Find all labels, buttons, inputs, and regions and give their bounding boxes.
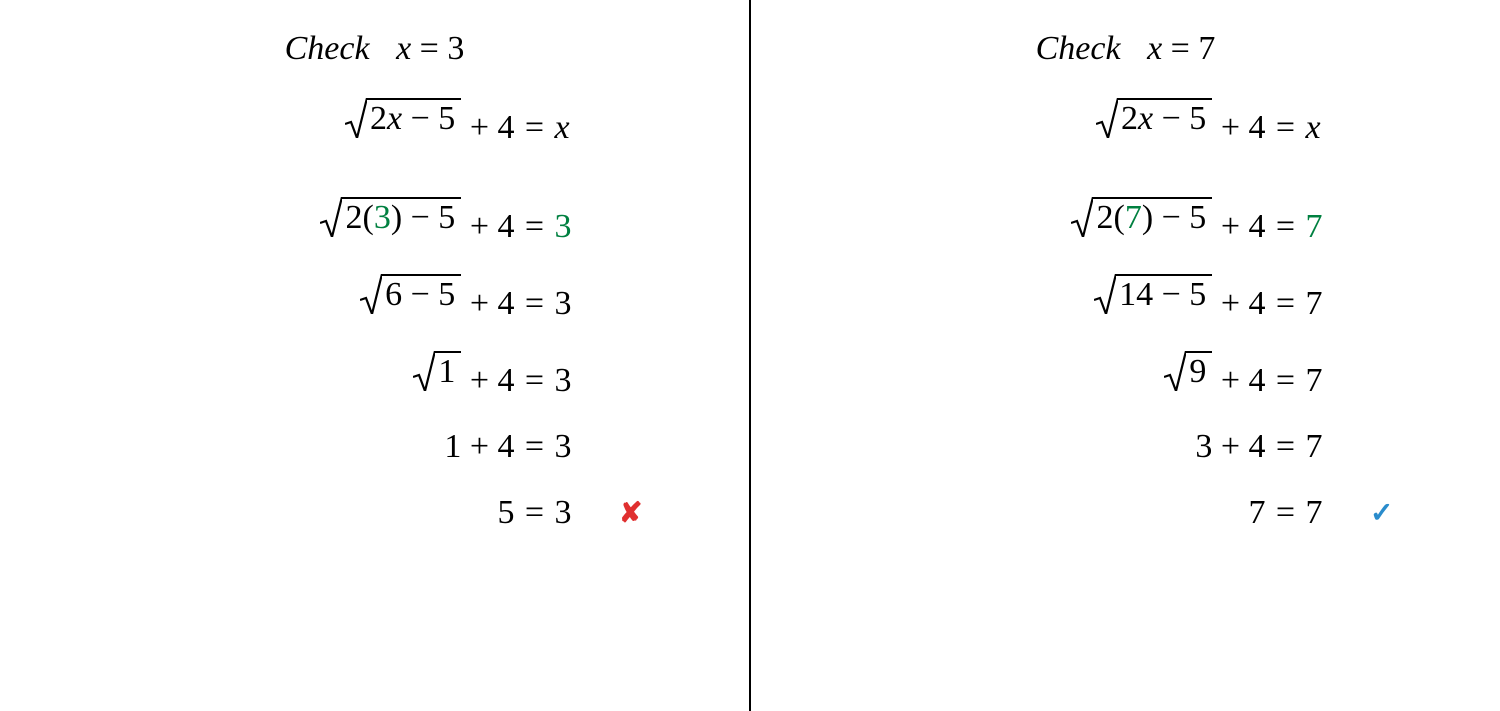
right-eq-step3: 9 + 4 = 7 [906,351,1346,400]
right-eq-original: 2x − 5 + 4 = x [906,98,1346,147]
right-panel: Check x = 7 2x − 5 + 4 = x 2(7) − [751,0,1500,711]
check-value: x = 7 [1147,30,1215,67]
sqrt-icon: 9 [1164,351,1212,391]
sqrt-icon: 14 − 5 [1094,274,1212,314]
right-equations: 2x − 5 + 4 = x 2(7) − 5 + 4 = 7 [906,98,1346,532]
left-eq-step3: 1 + 4 = 3 [155,351,595,400]
sqrt-icon: 1 [413,351,461,391]
left-eq-substitution: 2(3) − 5 + 4 = 3 [155,197,595,246]
right-heading: Check x = 7 [1036,30,1216,68]
check-value: x = 3 [396,30,464,67]
left-equations: 2x − 5 + 4 = x 2(3) − 5 + 4 = 3 [155,98,595,532]
left-eq-final: 5 = 3 ✘ [155,494,595,532]
check-label: Check [1036,30,1121,67]
sqrt-icon: 2(3) − 5 [320,197,461,237]
math-check-container: Check x = 3 2x − 5 + 4 = x 2(3) − [0,0,1500,711]
right-eq-final: 7 = 7 ✓ [906,494,1346,532]
right-eq-substitution: 2(7) − 5 + 4 = 7 [906,197,1346,246]
sqrt-icon: 6 − 5 [360,274,461,314]
left-eq-original: 2x − 5 + 4 = x [155,98,595,147]
left-eq-step4: 1 + 4 = 3 [155,428,595,466]
check-label: Check [285,30,370,67]
left-panel: Check x = 3 2x − 5 + 4 = x 2(3) − [0,0,749,711]
right-eq-step2: 14 − 5 + 4 = 7 [906,274,1346,323]
sqrt-icon: 2(7) − 5 [1071,197,1212,237]
left-heading: Check x = 3 [285,30,465,68]
check-icon: ✓ [1370,496,1393,530]
sqrt-icon: 2x − 5 [1096,98,1212,138]
right-eq-step4: 3 + 4 = 7 [906,428,1346,466]
wrong-icon: ✘ [619,496,642,530]
sqrt-icon: 2x − 5 [345,98,461,138]
left-eq-step2: 6 − 5 + 4 = 3 [155,274,595,323]
